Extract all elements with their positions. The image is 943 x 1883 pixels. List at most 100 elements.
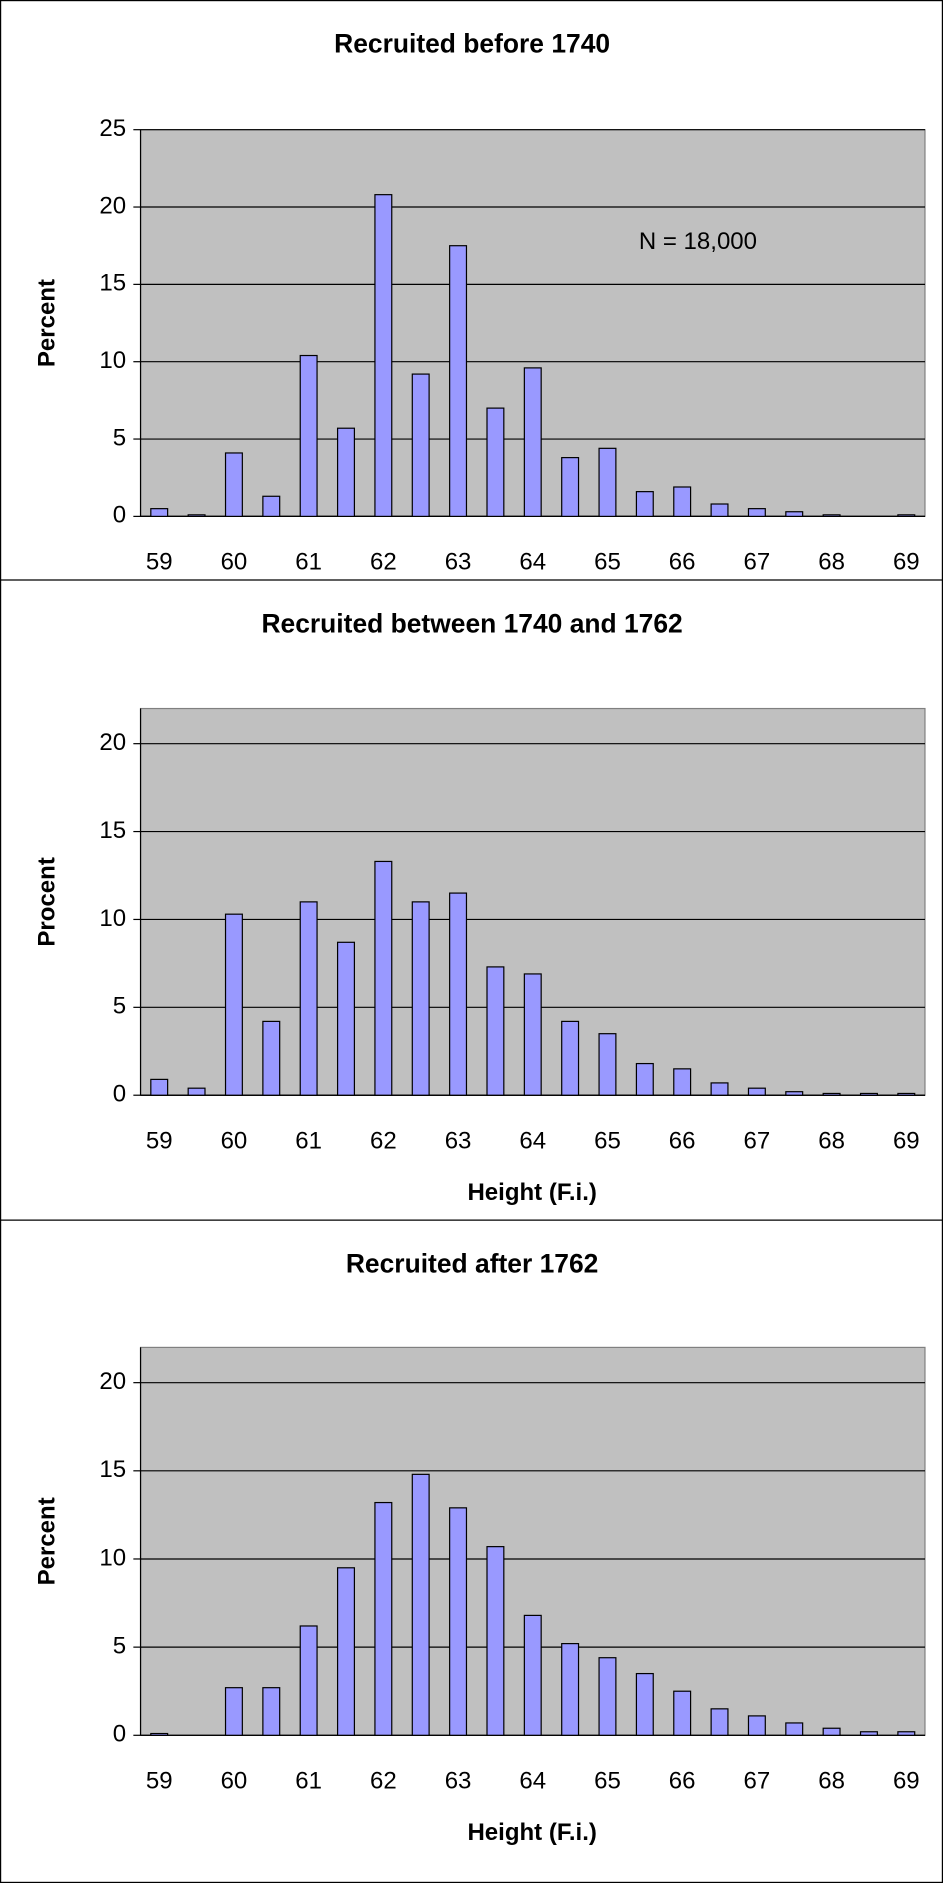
y-tick-label: 20 xyxy=(99,729,126,756)
bar xyxy=(187,1087,206,1096)
bar xyxy=(673,1690,692,1736)
bar xyxy=(785,511,804,517)
y-tick-label: 5 xyxy=(113,424,126,451)
y-tick-label: 10 xyxy=(99,905,126,932)
y-tick-label: 20 xyxy=(99,192,126,219)
bar xyxy=(859,1731,878,1736)
bar xyxy=(411,373,430,517)
x-tick-label: 63 xyxy=(445,1127,472,1154)
bar xyxy=(299,1625,318,1736)
y-axis-label: Percent xyxy=(33,279,60,367)
bar xyxy=(897,514,916,517)
y-tick-label: 0 xyxy=(113,502,126,529)
bar xyxy=(224,913,243,1096)
bar xyxy=(897,1092,916,1096)
y-tick-label: 15 xyxy=(99,817,126,844)
x-tick-label: 63 xyxy=(445,1767,472,1794)
chart-title: Recruited before 1740 xyxy=(334,29,610,59)
bar xyxy=(523,973,542,1096)
y-tick-label: 0 xyxy=(113,1081,126,1108)
bar xyxy=(561,457,580,517)
bar xyxy=(785,1722,804,1736)
bar xyxy=(710,503,729,517)
bar xyxy=(374,1501,393,1736)
x-tick-label: 67 xyxy=(744,549,771,576)
y-tick-label: 5 xyxy=(113,993,126,1020)
bar xyxy=(336,1567,356,1736)
bar xyxy=(262,495,281,517)
x-tick-label: 66 xyxy=(669,1127,696,1154)
x-tick-label: 67 xyxy=(744,1127,771,1154)
bar xyxy=(336,941,356,1096)
y-tick-label: 15 xyxy=(99,1456,126,1483)
bar xyxy=(374,860,393,1096)
bar xyxy=(187,514,206,517)
x-tick-label: 64 xyxy=(519,1127,546,1154)
bar xyxy=(785,1091,804,1096)
y-tick-label: 10 xyxy=(99,1544,126,1571)
x-tick-label: 59 xyxy=(146,1127,173,1154)
bar xyxy=(822,1727,841,1736)
bar xyxy=(747,1087,766,1096)
x-tick-label: 59 xyxy=(146,549,173,576)
annotation: N = 18,000 xyxy=(639,228,757,255)
bar xyxy=(635,1672,654,1736)
x-tick-label: 69 xyxy=(893,1767,920,1794)
x-tick-label: 68 xyxy=(818,1767,845,1794)
bar xyxy=(673,1068,692,1096)
bar xyxy=(673,486,692,517)
bar xyxy=(486,966,505,1096)
y-axis-label: Procent xyxy=(33,857,60,946)
bar xyxy=(561,1643,580,1736)
bar xyxy=(224,1687,243,1736)
x-tick-label: 64 xyxy=(519,1767,546,1794)
x-tick-label: 68 xyxy=(818,1127,845,1154)
bar xyxy=(710,1708,729,1736)
x-tick-label: 65 xyxy=(594,549,621,576)
bar xyxy=(523,1614,542,1736)
bar xyxy=(449,245,468,517)
y-tick-label: 10 xyxy=(99,347,126,374)
x-tick-label: 68 xyxy=(818,549,845,576)
x-tick-label: 61 xyxy=(295,1127,322,1154)
x-tick-label: 67 xyxy=(744,1767,771,1794)
x-tick-label: 65 xyxy=(594,1127,621,1154)
y-tick-label: 25 xyxy=(99,115,126,142)
x-tick-label: 63 xyxy=(445,549,472,576)
bar xyxy=(598,1033,617,1096)
bar xyxy=(299,901,318,1096)
chart-title: Recruited between 1740 and 1762 xyxy=(261,609,682,639)
x-tick-label: 65 xyxy=(594,1767,621,1794)
x-tick-label: 61 xyxy=(295,549,322,576)
bar xyxy=(561,1020,580,1096)
bar xyxy=(150,508,169,517)
bar xyxy=(299,354,318,517)
chart-title: Recruited after 1762 xyxy=(346,1249,598,1279)
bar xyxy=(747,508,766,517)
bar xyxy=(224,452,243,517)
bar xyxy=(336,427,356,517)
bar xyxy=(859,1092,878,1096)
bar xyxy=(598,447,617,517)
x-tick-label: 60 xyxy=(221,1767,248,1794)
bar xyxy=(449,892,468,1096)
y-tick-label: 5 xyxy=(113,1632,126,1659)
x-tick-label: 62 xyxy=(370,1127,397,1154)
x-tick-label: 60 xyxy=(221,1127,248,1154)
bar xyxy=(150,1732,169,1736)
y-tick-label: 15 xyxy=(99,270,126,297)
x-tick-label: 61 xyxy=(295,1767,322,1794)
y-tick-label: 0 xyxy=(113,1721,126,1748)
x-axis-label: Height (F.i.) xyxy=(467,1819,596,1846)
bar xyxy=(411,1473,430,1736)
bar xyxy=(262,1687,281,1736)
x-tick-label: 59 xyxy=(146,1767,173,1794)
x-axis-label: Height (F.i.) xyxy=(467,1179,596,1206)
bar xyxy=(411,901,430,1096)
bar xyxy=(486,1546,505,1736)
bar xyxy=(822,514,841,517)
bar xyxy=(449,1507,468,1736)
x-tick-label: 69 xyxy=(893,1127,920,1154)
bar xyxy=(150,1078,169,1096)
